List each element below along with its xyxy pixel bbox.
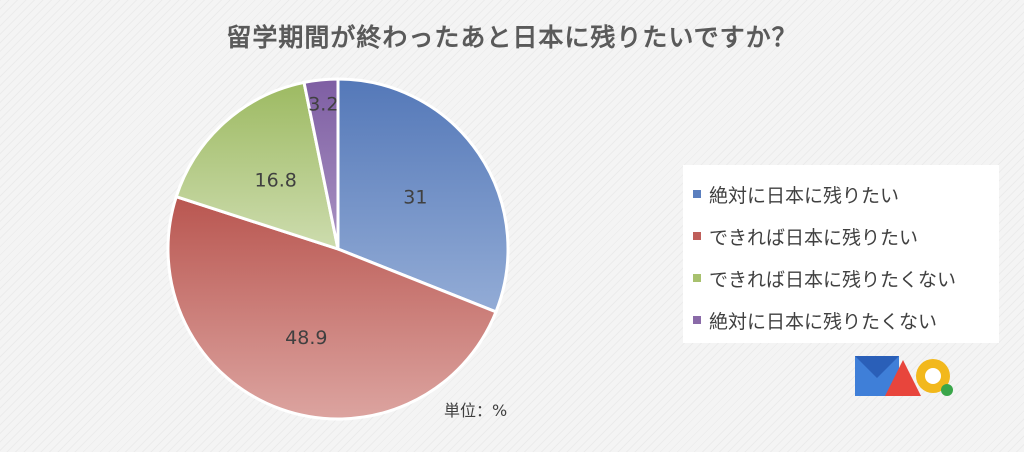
unit-label: 単位：% (444, 401, 508, 420)
legend-item: できれば日本に残りたい (693, 215, 999, 257)
pie-slice (336, 77, 510, 314)
legend-label: できれば日本に残りたくない (709, 268, 957, 291)
legend-swatch (693, 274, 701, 282)
legend-label: 絶対に日本に残りたい (709, 184, 900, 207)
slice-value-label: 48.9 (285, 327, 327, 349)
legend-item: できれば日本に残りたくない (693, 257, 999, 299)
pie-slice (302, 77, 340, 250)
chart-legend: 絶対に日本に残りたい できれば日本に残りたい できれば日本に残りたくない 絶対に… (683, 165, 999, 343)
legend-item: 絶対に日本に残りたい (693, 173, 999, 215)
slice-value-label: 31 (403, 187, 427, 209)
pie-slice (174, 80, 340, 252)
slice-value-label: 16.8 (255, 169, 297, 191)
legend-swatch (693, 316, 701, 324)
legend-label: できれば日本に残りたい (709, 226, 919, 249)
brand-logo (855, 356, 953, 396)
legend-swatch (693, 190, 701, 198)
legend-label: 絶対に日本に残りたくない (709, 310, 938, 333)
legend-item: 絶対に日本に残りたくない (693, 299, 999, 341)
pie-slice (166, 194, 498, 421)
chart-title: 留学期間が終わったあと日本に残りたいですか？ (226, 23, 798, 52)
legend-swatch (693, 232, 701, 240)
slice-value-label: 3.2 (308, 94, 338, 116)
